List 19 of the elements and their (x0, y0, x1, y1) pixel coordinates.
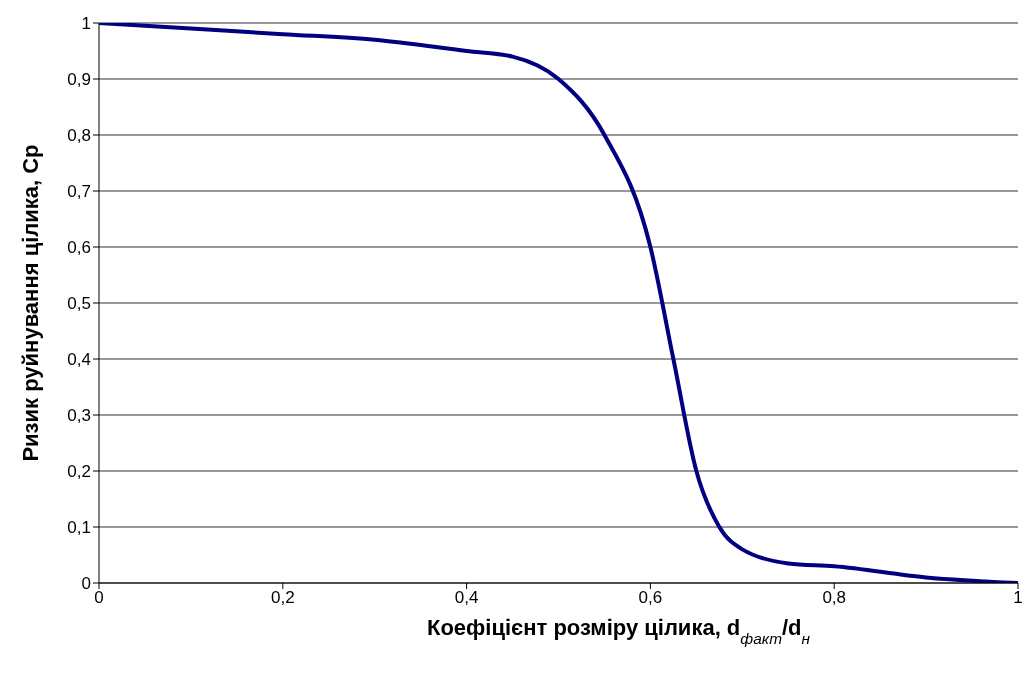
y-tick-label: 0,5 (67, 294, 91, 314)
y-tick-label: 0,7 (67, 182, 91, 202)
y-tick-label: 1 (81, 14, 91, 34)
y-tick-label: 0,6 (67, 238, 91, 258)
x-tick-label: 0,2 (270, 588, 295, 608)
y-tick-label: 0,9 (67, 70, 91, 90)
y-axis-title: Ризик руйнування цілика, Ср (17, 144, 43, 462)
y-tick-label: 0,8 (67, 126, 91, 146)
x-axis-title: Коефіцієнт розміру цілика, d$_{факт}$/d$_{н}$ (426, 615, 811, 647)
y-tick-label: 0,2 (67, 462, 91, 482)
y-tick-label: 0,1 (67, 518, 91, 538)
x-tick-label: 0,6 (638, 588, 663, 608)
x-tick-label: 0 (94, 588, 104, 608)
y-tick-label: 0,3 (67, 406, 91, 426)
x-tick-label: 1 (1013, 588, 1023, 608)
x-tick-label: 0,8 (822, 588, 847, 608)
y-tick-label: 0,4 (67, 350, 91, 370)
x-tick-label: 0,4 (454, 588, 479, 608)
y-tick-label: 0 (81, 574, 91, 594)
